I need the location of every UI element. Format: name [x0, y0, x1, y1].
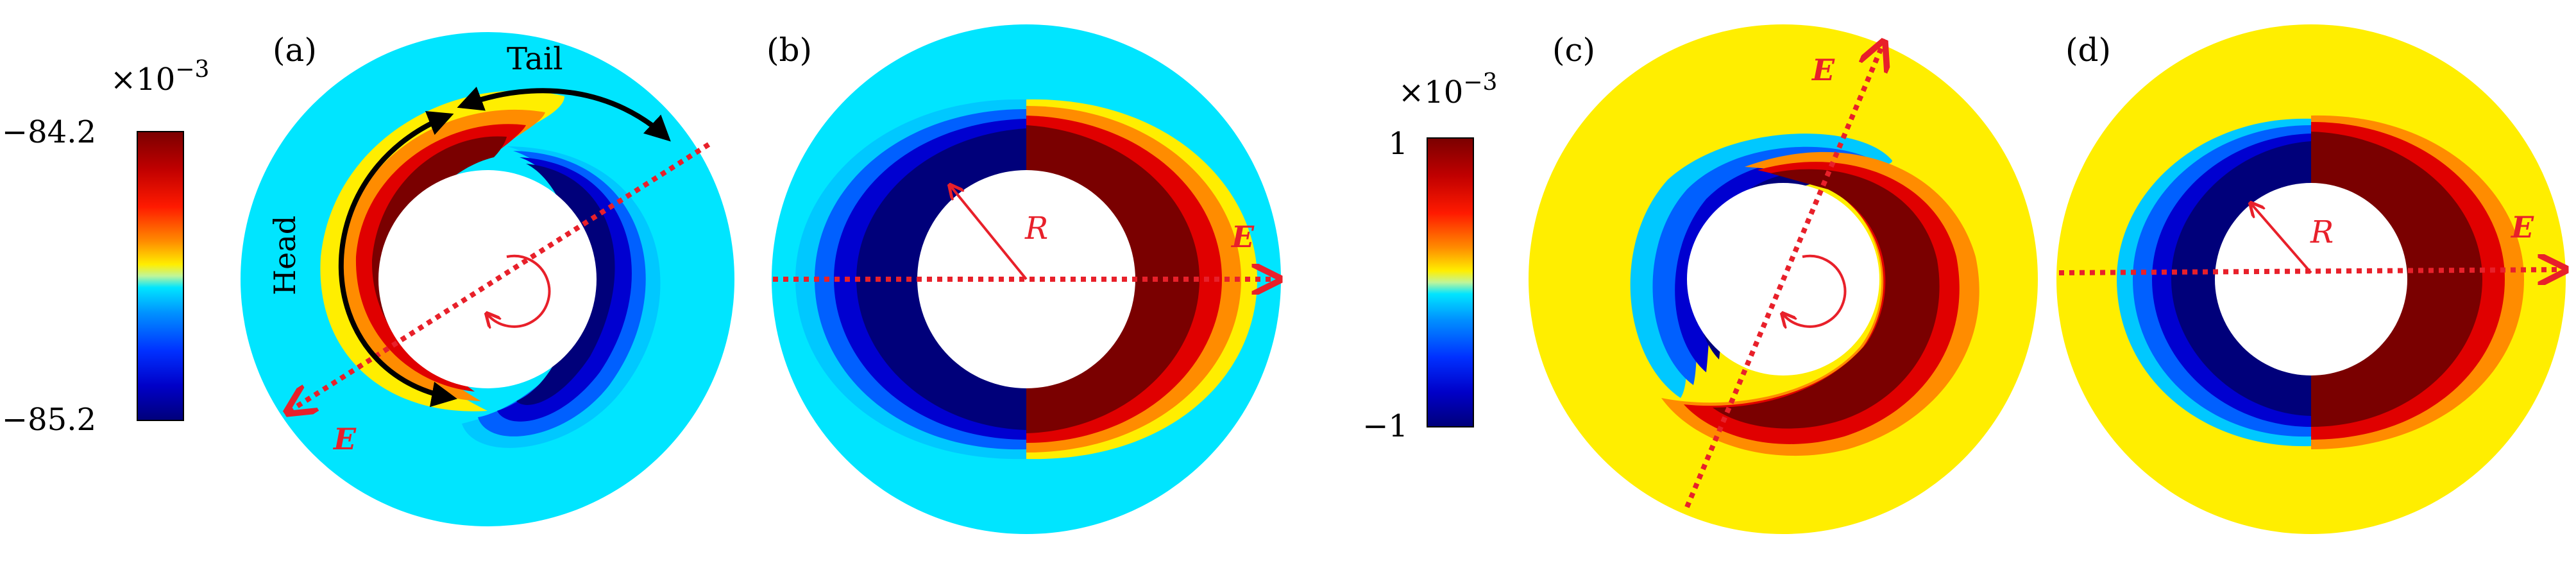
panel-b-radius-label: R	[1024, 211, 1048, 246]
colorbar-right-max: 1	[1388, 126, 1408, 162]
colorbar-left-exponent: ×10−3	[110, 56, 209, 98]
panel-c: E (c)	[1529, 24, 2038, 534]
panel-b-field-label: E	[1230, 220, 1255, 254]
panel-c-field-label: E	[1811, 53, 1835, 87]
panel-c-label: (c)	[1552, 31, 1595, 69]
panel-d-label: (d)	[2065, 31, 2111, 69]
panel-c-field-line	[1684, 45, 1883, 508]
panel-d-radius-label: R	[2310, 214, 2334, 250]
panel-a-hole	[378, 170, 597, 388]
panel-d: R E (d)	[2056, 24, 2566, 534]
panel-b-label: (b)	[767, 31, 812, 69]
colorbar-right-exponent: ×10−3	[1398, 69, 1497, 110]
panel-d-hole	[2215, 183, 2407, 375]
panel-a-head-label: Head	[267, 216, 302, 295]
colorbar-left: ×10−3 −84.2 −85.2	[2, 56, 209, 438]
panel-a-field-line	[290, 142, 711, 411]
panel-a-label: (a)	[273, 31, 317, 69]
rotation-arrow-icon	[487, 254, 551, 327]
colorbar-right: ×10−3 1 −1	[1362, 69, 1497, 444]
panel-a-head-arrow	[338, 111, 457, 408]
colorbar-left-min: −85.2	[2, 402, 96, 438]
panel-d-radius-arrow	[2251, 204, 2312, 274]
colorbar-right-bar	[1427, 137, 1474, 427]
colorbar-left-bar	[137, 131, 184, 421]
panel-d-field-line	[2058, 270, 2563, 273]
colorbar-right-min: −1	[1362, 408, 1408, 444]
colorbar-left-max: −84.2	[2, 114, 96, 150]
panel-a-field-label: E	[332, 422, 357, 456]
panel-b-radius-arrow	[951, 186, 1028, 280]
rotation-arrow-icon	[1783, 254, 1847, 327]
panel-a: E Tail Head (a)	[241, 31, 734, 526]
panel-b: R E (b)	[767, 24, 1281, 534]
panel-a-tail-label: Tail	[507, 41, 563, 77]
panel-d-field-label: E	[2510, 210, 2534, 245]
panel-a-tail-arrow	[457, 87, 671, 142]
